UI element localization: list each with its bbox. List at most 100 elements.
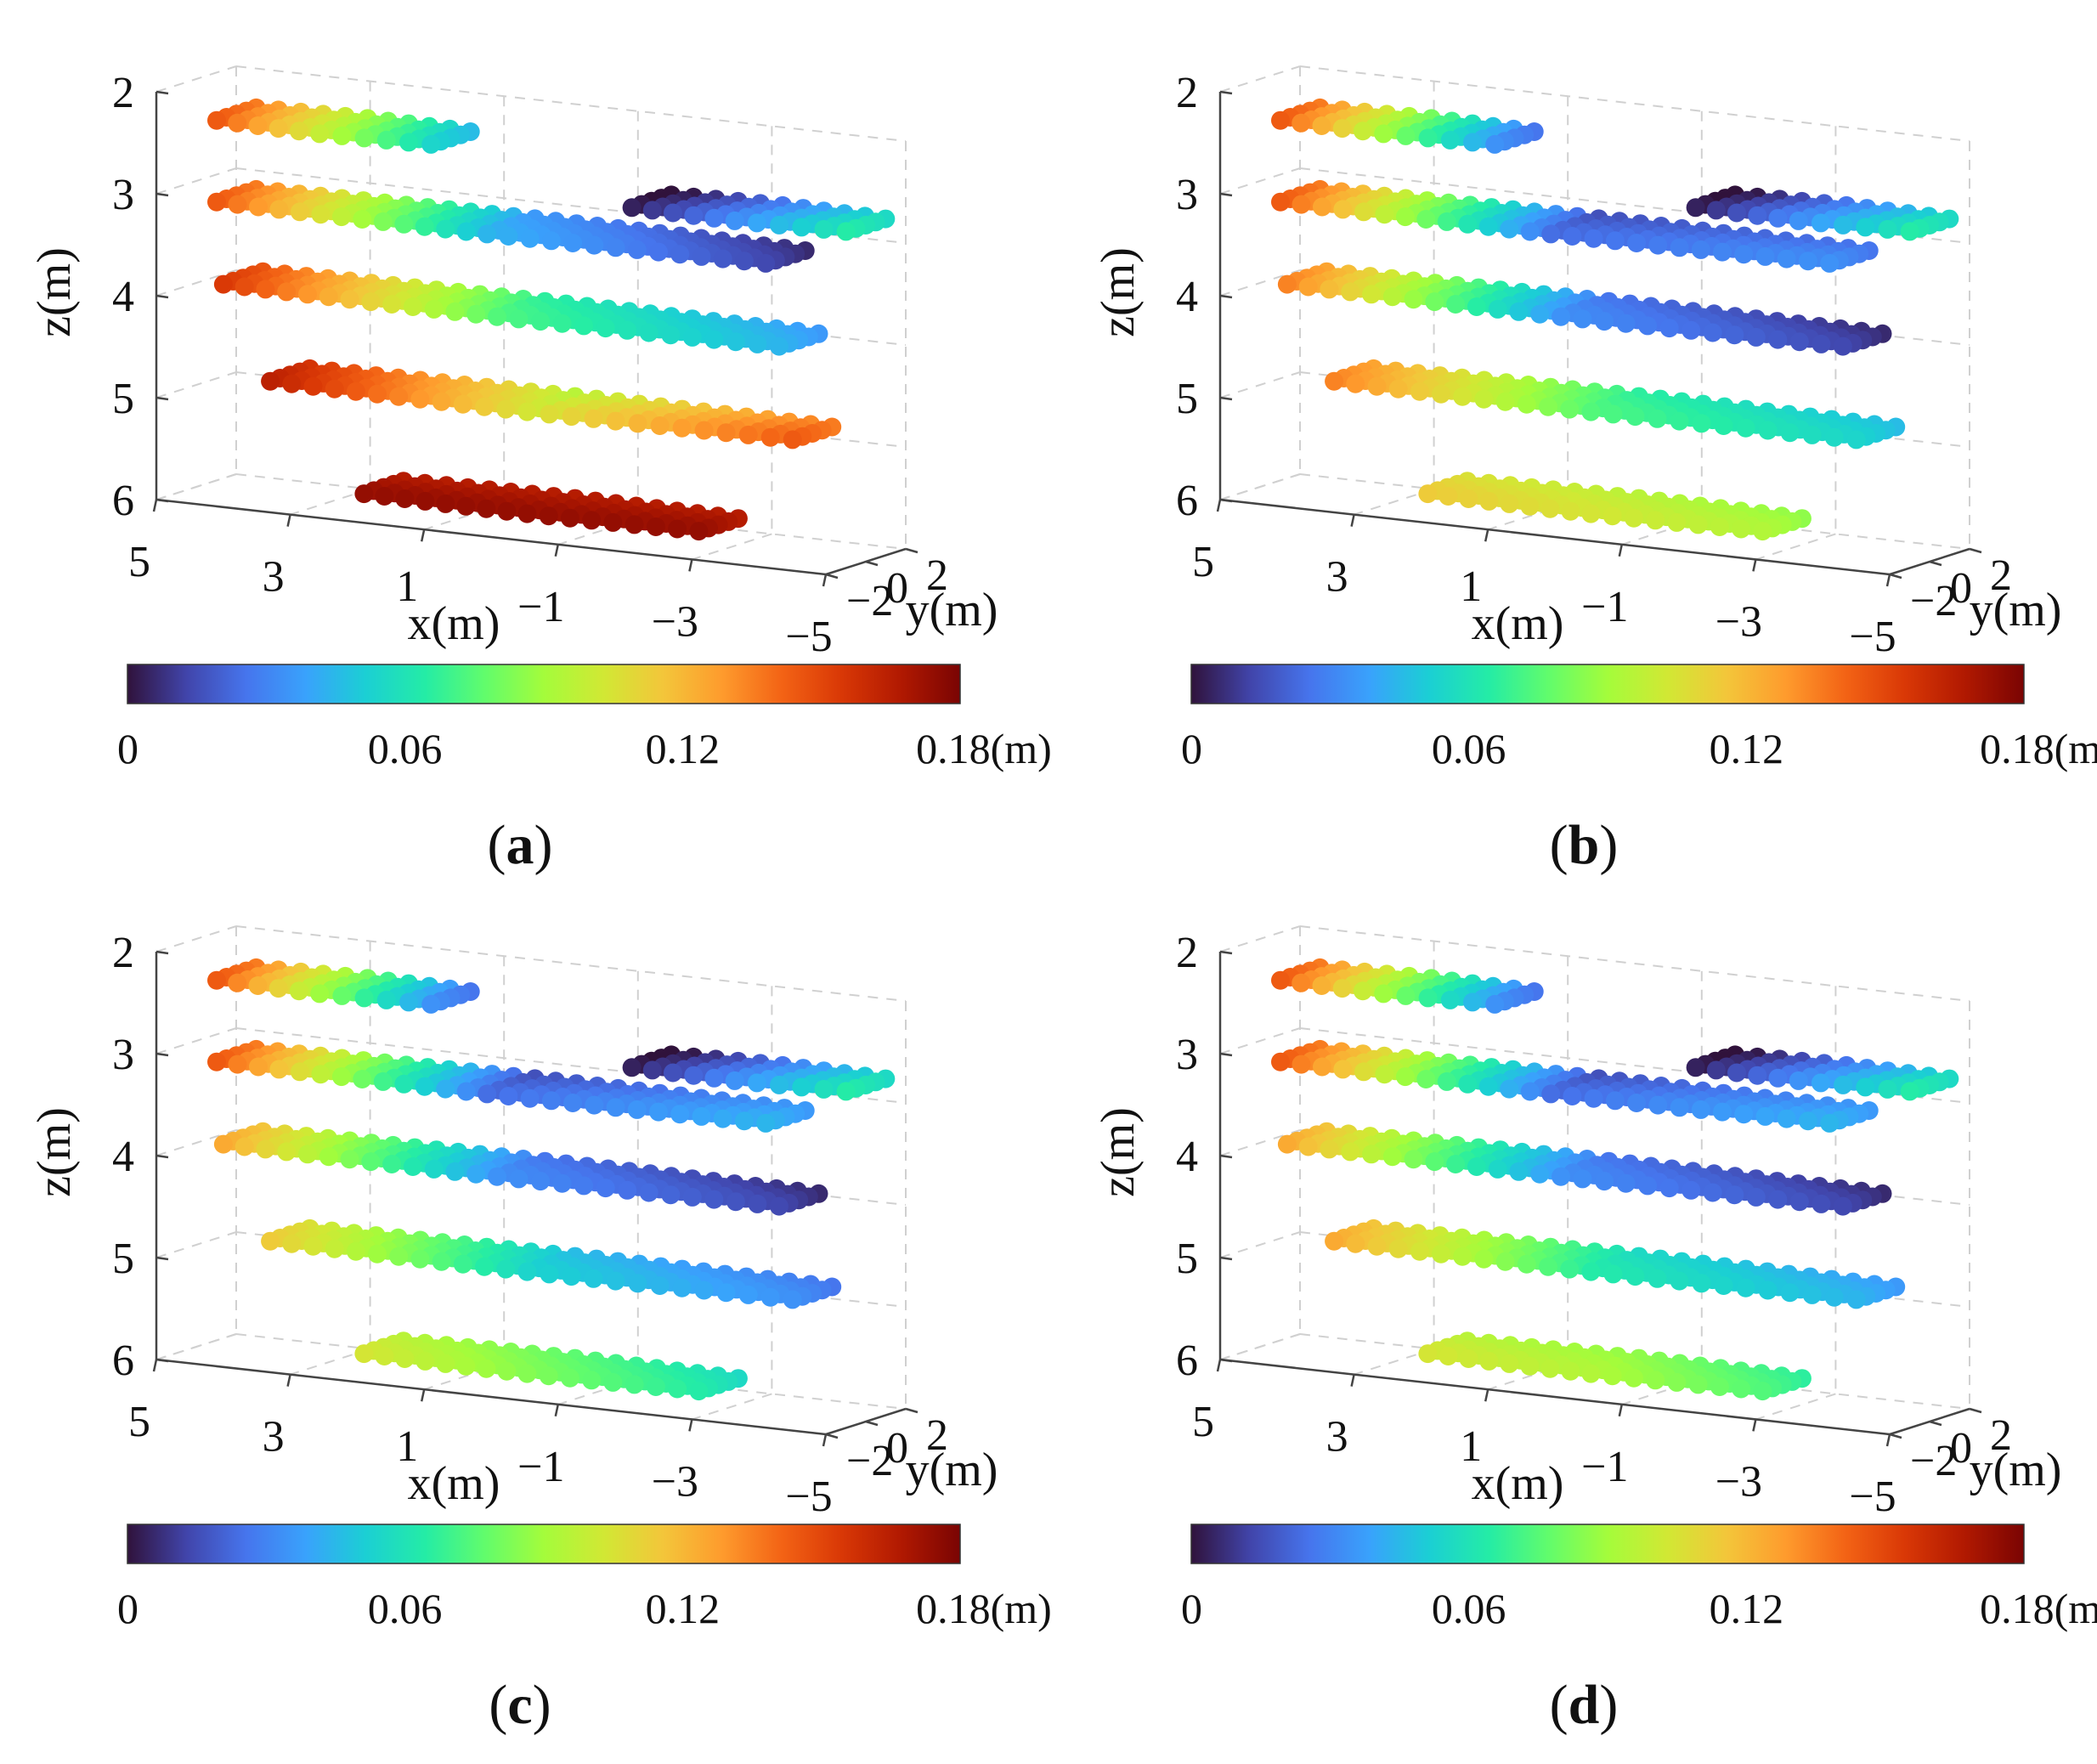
point (1395, 207, 1415, 227)
layer-5 (354, 472, 748, 541)
point (499, 227, 518, 246)
z-tick-mark (1219, 1358, 1233, 1363)
y-tick-label: −2 (1910, 577, 1957, 625)
point (376, 130, 396, 150)
colorbar-tick-label: 0.18(m) (916, 1585, 1052, 1632)
y-tick-label: 0 (886, 1424, 908, 1473)
point (1271, 110, 1290, 130)
point (649, 242, 668, 262)
scatter-points (1271, 958, 1959, 1401)
x-tick-label: 5 (1192, 538, 1214, 586)
point (432, 1252, 451, 1271)
point (1768, 208, 1788, 228)
point (627, 1100, 647, 1119)
layer-3 (1277, 262, 1892, 356)
point (453, 1254, 472, 1274)
point (456, 1082, 476, 1101)
point (1298, 1137, 1318, 1156)
point (1627, 234, 1647, 252)
point (325, 1239, 344, 1258)
scatter-points (1271, 98, 1959, 541)
point (1667, 1372, 1687, 1392)
point (1446, 1155, 1466, 1173)
point (410, 1249, 430, 1269)
point (1520, 222, 1540, 241)
point (689, 1382, 709, 1401)
point (499, 1087, 518, 1105)
panel-label: (d) (1550, 1674, 1619, 1736)
point (1846, 430, 1866, 449)
point (1463, 133, 1482, 152)
colorbar-tick-label: 0 (117, 725, 138, 772)
point (424, 1159, 444, 1179)
z-tick-mark (1219, 1154, 1233, 1159)
point (325, 379, 344, 399)
point (1789, 211, 1808, 230)
point (376, 990, 396, 1009)
z-tick-label: 6 (112, 1337, 134, 1385)
point (399, 992, 418, 1012)
point (354, 988, 374, 1008)
point (684, 206, 704, 225)
point (1560, 1259, 1580, 1279)
point (1346, 1234, 1365, 1253)
point (1856, 218, 1875, 237)
point (382, 1155, 402, 1173)
y-tick-label: −2 (846, 1437, 893, 1485)
point (332, 126, 352, 145)
point (1692, 414, 1711, 433)
point (1541, 224, 1561, 244)
point (520, 1088, 540, 1108)
point (670, 1105, 690, 1124)
point (1425, 292, 1444, 312)
point (1688, 515, 1708, 534)
point (1500, 494, 1519, 513)
point (509, 309, 528, 329)
point (289, 122, 308, 141)
layer-3 (213, 262, 828, 356)
point (1732, 1379, 1751, 1399)
point (1446, 295, 1466, 314)
point (814, 219, 834, 239)
y-tick-mark (905, 1407, 918, 1414)
point (354, 128, 374, 148)
x-tick-mark (1752, 1419, 1757, 1432)
point (1374, 984, 1393, 1004)
point (1395, 1067, 1415, 1087)
point (627, 240, 647, 259)
point (1616, 1173, 1636, 1193)
y-tick-mark (1969, 1407, 1982, 1414)
point (1540, 1359, 1560, 1378)
z-tick-mark (1219, 192, 1233, 197)
point (1833, 336, 1852, 356)
point (466, 304, 486, 324)
y-tick-mark (1929, 560, 1942, 567)
x-tick-label: −5 (785, 613, 832, 661)
point (1812, 1194, 1831, 1213)
point (1418, 988, 1438, 1008)
point (1292, 973, 1311, 992)
point (625, 515, 644, 534)
point (248, 116, 268, 135)
point (1552, 307, 1570, 326)
point (1292, 195, 1311, 214)
point (1682, 320, 1701, 340)
point (1474, 1249, 1494, 1269)
colorbar-tick-label: 0 (117, 1585, 138, 1632)
point (478, 1084, 497, 1104)
point (1500, 1079, 1519, 1099)
layer-1 (207, 98, 480, 154)
point (836, 1082, 856, 1101)
point (1691, 1100, 1710, 1119)
point (1755, 246, 1775, 266)
point (319, 287, 338, 307)
point (560, 508, 579, 528)
point (1602, 1366, 1622, 1386)
z-tick-mark (155, 498, 169, 503)
point (303, 1236, 323, 1256)
point (475, 1257, 494, 1276)
point (1520, 1356, 1540, 1376)
point (520, 229, 540, 248)
z-tick-mark (155, 950, 169, 955)
point (310, 984, 330, 1004)
